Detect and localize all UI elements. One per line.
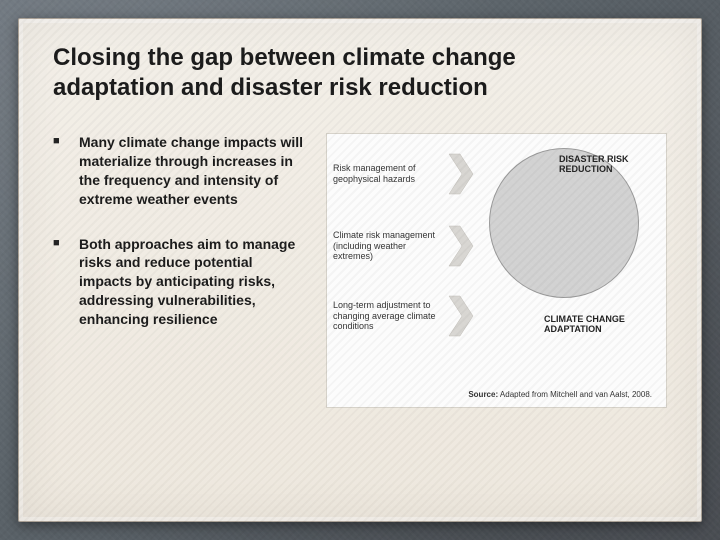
arrow-label: Risk management of geophysical hazards xyxy=(333,163,448,185)
chevron-icon xyxy=(448,152,474,196)
square-bullet-icon: ■ xyxy=(53,133,69,151)
chevron-icon xyxy=(448,294,474,338)
venn-label-drr: DISASTER RISK REDUCTION xyxy=(559,154,659,175)
venn-figure: Risk management of geophysical hazards C… xyxy=(326,133,667,408)
bullet-text: Both approaches aim to manage risks and … xyxy=(79,235,308,329)
chevron-icon xyxy=(448,224,474,268)
source-prefix: Source: xyxy=(468,390,498,399)
source-text: Adapted from Mitchell and van Aalst, 200… xyxy=(500,390,652,399)
arrow-label: Long-term adjustment to changing average… xyxy=(333,300,448,332)
venn-label-cca: CLIMATE CHANGE ADAPTATION xyxy=(544,314,654,335)
slide-panel: Closing the gap between climate change a… xyxy=(18,18,702,522)
bullet-text: Many climate change impacts will materia… xyxy=(79,133,308,209)
figure-source: Source: Adapted from Mitchell and van Aa… xyxy=(468,390,652,399)
arrow-label: Climate risk management (including weath… xyxy=(333,230,448,262)
chevron-path xyxy=(449,154,473,194)
list-item: ■ Many climate change impacts will mater… xyxy=(53,133,308,209)
content-row: ■ Many climate change impacts will mater… xyxy=(53,133,667,408)
slide-frame: Closing the gap between climate change a… xyxy=(0,0,720,540)
square-bullet-icon: ■ xyxy=(53,235,69,253)
bullet-list: ■ Many climate change impacts will mater… xyxy=(53,133,308,355)
slide-title: Closing the gap between climate change a… xyxy=(53,43,613,103)
chevron-path xyxy=(449,296,473,336)
chevron-path xyxy=(449,226,473,266)
list-item: ■ Both approaches aim to manage risks an… xyxy=(53,235,308,329)
venn-diagram: DISASTER RISK REDUCTION CLIMATE CHANGE A… xyxy=(474,148,654,378)
